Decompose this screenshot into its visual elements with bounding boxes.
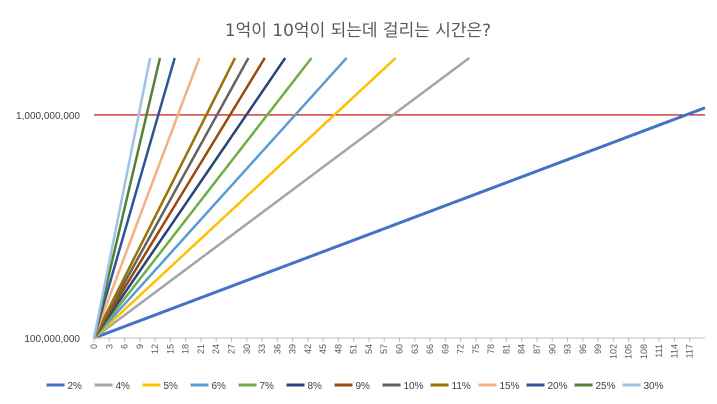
y-tick-label: 1,000,000,000 <box>16 111 80 122</box>
legend-label: 10% <box>404 381 424 392</box>
y-tick-label: 100,000,000 <box>24 334 80 345</box>
legend-label: 8% <box>308 381 323 392</box>
x-tick-label: 21 <box>196 344 206 354</box>
x-tick-label: 60 <box>395 344 405 354</box>
legend-label: 2% <box>68 381 83 392</box>
series-line-2pct <box>93 106 706 340</box>
x-tick-label: 45 <box>318 344 328 354</box>
x-tick-label: 0 <box>89 344 99 349</box>
legend: 2% 4% 5% 6% 7% 8% 9% 10% 11% 15% 20% 25% 30% <box>46 381 664 392</box>
x-tick-label: 69 <box>440 344 450 354</box>
y-axis: 100,000,000 1,000,000,000 <box>16 111 80 345</box>
x-tick-label: 117 <box>685 344 695 358</box>
series-line-20pct <box>92 57 176 339</box>
series-line-8pct <box>92 57 287 339</box>
x-tick-label: 63 <box>410 344 420 354</box>
series-line-6pct <box>93 57 348 339</box>
series-line-4pct <box>93 56 470 340</box>
series-line-15pct <box>92 57 201 339</box>
x-tick-label: 81 <box>501 344 511 354</box>
x-tick-label: 66 <box>425 344 435 354</box>
x-tick-label: 105 <box>624 344 634 359</box>
x-tick-label: 84 <box>517 344 527 354</box>
x-tick-label: 87 <box>532 344 542 354</box>
x-tick-label: 93 <box>563 344 573 354</box>
legend-label: 9% <box>356 381 371 392</box>
x-tick-label: 102 <box>608 344 618 359</box>
series-line-30pct <box>92 57 152 339</box>
x-tick-label: 18 <box>181 344 191 354</box>
series-layer <box>92 56 706 340</box>
legend-label: 5% <box>164 381 179 392</box>
x-tick-label: 72 <box>456 344 466 354</box>
x-tick-label: 9 <box>135 344 145 349</box>
x-tick-label: 48 <box>333 344 343 354</box>
series-line-10pct <box>92 57 250 339</box>
x-tick-label: 30 <box>242 344 252 354</box>
series-line-5pct <box>93 57 397 339</box>
legend-label: 25% <box>596 381 616 392</box>
series-line-11pct <box>92 57 237 339</box>
x-tick-label: 78 <box>486 344 496 354</box>
x-tick-label: 54 <box>364 344 374 354</box>
x-tick-label: 6 <box>120 344 130 349</box>
x-tick-label: 114 <box>669 344 679 358</box>
legend-label: 30% <box>644 381 664 392</box>
x-tick-label: 36 <box>272 344 282 354</box>
x-tick-label: 90 <box>547 344 557 354</box>
x-tick-label: 12 <box>150 344 160 354</box>
x-tick-label: 24 <box>211 344 221 354</box>
x-tick-label: 33 <box>257 344 267 354</box>
legend-label: 7% <box>260 381 275 392</box>
series-line-9pct <box>92 57 266 339</box>
x-tick-label: 96 <box>578 344 588 354</box>
x-tick-label: 15 <box>165 344 175 354</box>
legend-label: 6% <box>212 381 227 392</box>
x-tick-label: 27 <box>226 344 236 354</box>
x-tick-label: 99 <box>593 344 603 354</box>
legend-label: 20% <box>548 381 568 392</box>
x-axis: 0 3 6 9 12 15 18 21 24 27 30 33 36 39 42 45 48 51 54 57 60 63… <box>89 337 705 359</box>
x-tick-label: 3 <box>104 344 114 349</box>
x-tick-label: 42 <box>303 344 313 354</box>
x-tick-label: 111 <box>654 344 664 358</box>
legend-label: 11% <box>452 381 471 392</box>
x-tick-label: 51 <box>349 344 359 354</box>
x-tick-label: 39 <box>288 344 298 354</box>
x-tick-label: 75 <box>471 344 481 354</box>
chart-title: 1억이 10억이 되는데 걸리는 시간은? <box>225 21 491 41</box>
series-line-25pct <box>92 57 162 339</box>
x-tick-label: 108 <box>639 344 649 359</box>
x-tick-label: 57 <box>379 344 389 354</box>
series-line-7pct <box>93 57 313 339</box>
legend-label: 15% <box>500 381 520 392</box>
legend-label: 4% <box>116 381 131 392</box>
